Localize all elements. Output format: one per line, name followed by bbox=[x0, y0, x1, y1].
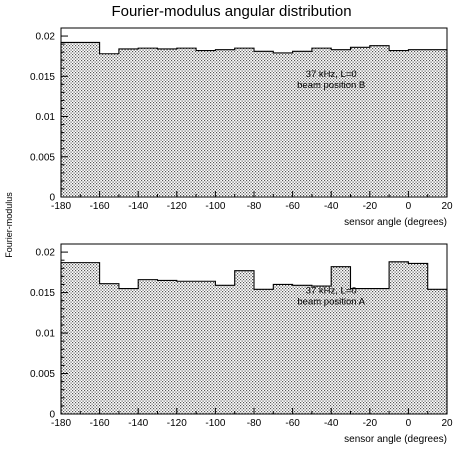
bar bbox=[118, 288, 139, 414]
y-tick-label: 0 bbox=[49, 410, 55, 421]
bar bbox=[234, 270, 254, 414]
bar bbox=[408, 263, 428, 414]
bar bbox=[176, 48, 197, 197]
x-tick-label: 20 bbox=[441, 418, 453, 429]
x-tick-label: -120 bbox=[167, 201, 187, 212]
bar bbox=[254, 289, 274, 414]
x-tick-label: -160 bbox=[90, 201, 110, 212]
x-tick-label: 0 bbox=[406, 201, 412, 212]
bar bbox=[118, 48, 139, 197]
bar bbox=[61, 262, 81, 414]
bar bbox=[80, 262, 100, 414]
bar bbox=[331, 266, 351, 414]
bar bbox=[138, 279, 158, 414]
bar bbox=[176, 281, 197, 414]
y-tick-label: 0.015 bbox=[30, 72, 55, 83]
bar bbox=[80, 42, 100, 197]
bar bbox=[273, 284, 293, 414]
x-tick-label: -140 bbox=[128, 201, 148, 212]
x-axis-label: sensor angle (degrees) bbox=[344, 434, 447, 445]
bar bbox=[427, 289, 447, 414]
bar bbox=[389, 50, 409, 198]
x-tick-label: 0 bbox=[406, 418, 412, 429]
y-tick-label: 0.015 bbox=[30, 288, 55, 299]
bar bbox=[273, 52, 293, 198]
x-tick-label: -80 bbox=[247, 418, 262, 429]
annotation-line: beam position A bbox=[297, 296, 365, 307]
y-tick-label: 0.02 bbox=[36, 248, 56, 259]
bar bbox=[254, 51, 274, 197]
bar bbox=[369, 288, 390, 414]
bar bbox=[157, 280, 177, 414]
x-tick-label: -180 bbox=[51, 418, 71, 429]
x-tick-label: -120 bbox=[167, 418, 187, 429]
y-tick-label: 0.02 bbox=[36, 32, 56, 43]
bar bbox=[196, 50, 216, 198]
bar bbox=[215, 49, 235, 197]
chart-title: Fourier-modulus angular distribution bbox=[111, 3, 352, 20]
bar bbox=[99, 53, 119, 197]
x-tick-label: 20 bbox=[441, 201, 453, 212]
y-tick-label: 0.005 bbox=[30, 152, 55, 163]
x-tick-label: -40 bbox=[324, 418, 339, 429]
y-tick-label: 0 bbox=[49, 193, 55, 204]
bar bbox=[331, 49, 351, 197]
histogram-outline bbox=[60, 261, 448, 414]
y-tick-label: 0.005 bbox=[30, 369, 55, 380]
bar bbox=[389, 261, 409, 414]
x-tick-label: -180 bbox=[51, 201, 71, 212]
x-tick-label: -60 bbox=[285, 201, 300, 212]
bar bbox=[350, 288, 370, 414]
annotation-line: beam position B bbox=[297, 80, 365, 91]
y-tick-label: 0.01 bbox=[36, 329, 56, 340]
bar bbox=[234, 48, 254, 197]
panel-2: -180 -160 -140 -120 -100 -80 -60 -40 -20 0 20 0 0.00… bbox=[30, 243, 453, 445]
x-axis-label: sensor angle (degrees) bbox=[344, 217, 447, 228]
bar bbox=[292, 51, 312, 197]
bar bbox=[215, 285, 235, 414]
bar bbox=[196, 281, 216, 414]
bar bbox=[350, 47, 370, 197]
bar bbox=[99, 283, 119, 414]
bar bbox=[157, 48, 177, 197]
bar bbox=[311, 286, 332, 414]
annotation-line: 37 kHz, L=0 bbox=[306, 285, 357, 296]
x-tick-label: -40 bbox=[324, 201, 339, 212]
annotation-line: 37 kHz, L=0 bbox=[306, 69, 357, 80]
x-tick-label: -20 bbox=[363, 418, 378, 429]
x-tick-label: -60 bbox=[285, 418, 300, 429]
bar bbox=[292, 285, 312, 414]
bar bbox=[311, 48, 332, 197]
bar bbox=[408, 49, 428, 197]
x-tick-label: -100 bbox=[205, 201, 225, 212]
panel-1: -180 -160 -140 -120 -100 -80 -60 -40 -20 0 20 0 0.00… bbox=[30, 27, 453, 228]
histogram-outline bbox=[60, 41, 448, 197]
x-tick-label: -20 bbox=[363, 201, 378, 212]
bar bbox=[427, 49, 447, 197]
bar bbox=[138, 48, 158, 197]
bar bbox=[369, 45, 390, 198]
x-tick-label: -160 bbox=[90, 418, 110, 429]
bar bbox=[61, 42, 81, 197]
x-tick-label: -80 bbox=[247, 201, 262, 212]
x-tick-label: -140 bbox=[128, 418, 148, 429]
y-tick-label: 0.01 bbox=[36, 112, 56, 123]
x-tick-label: -100 bbox=[205, 418, 225, 429]
